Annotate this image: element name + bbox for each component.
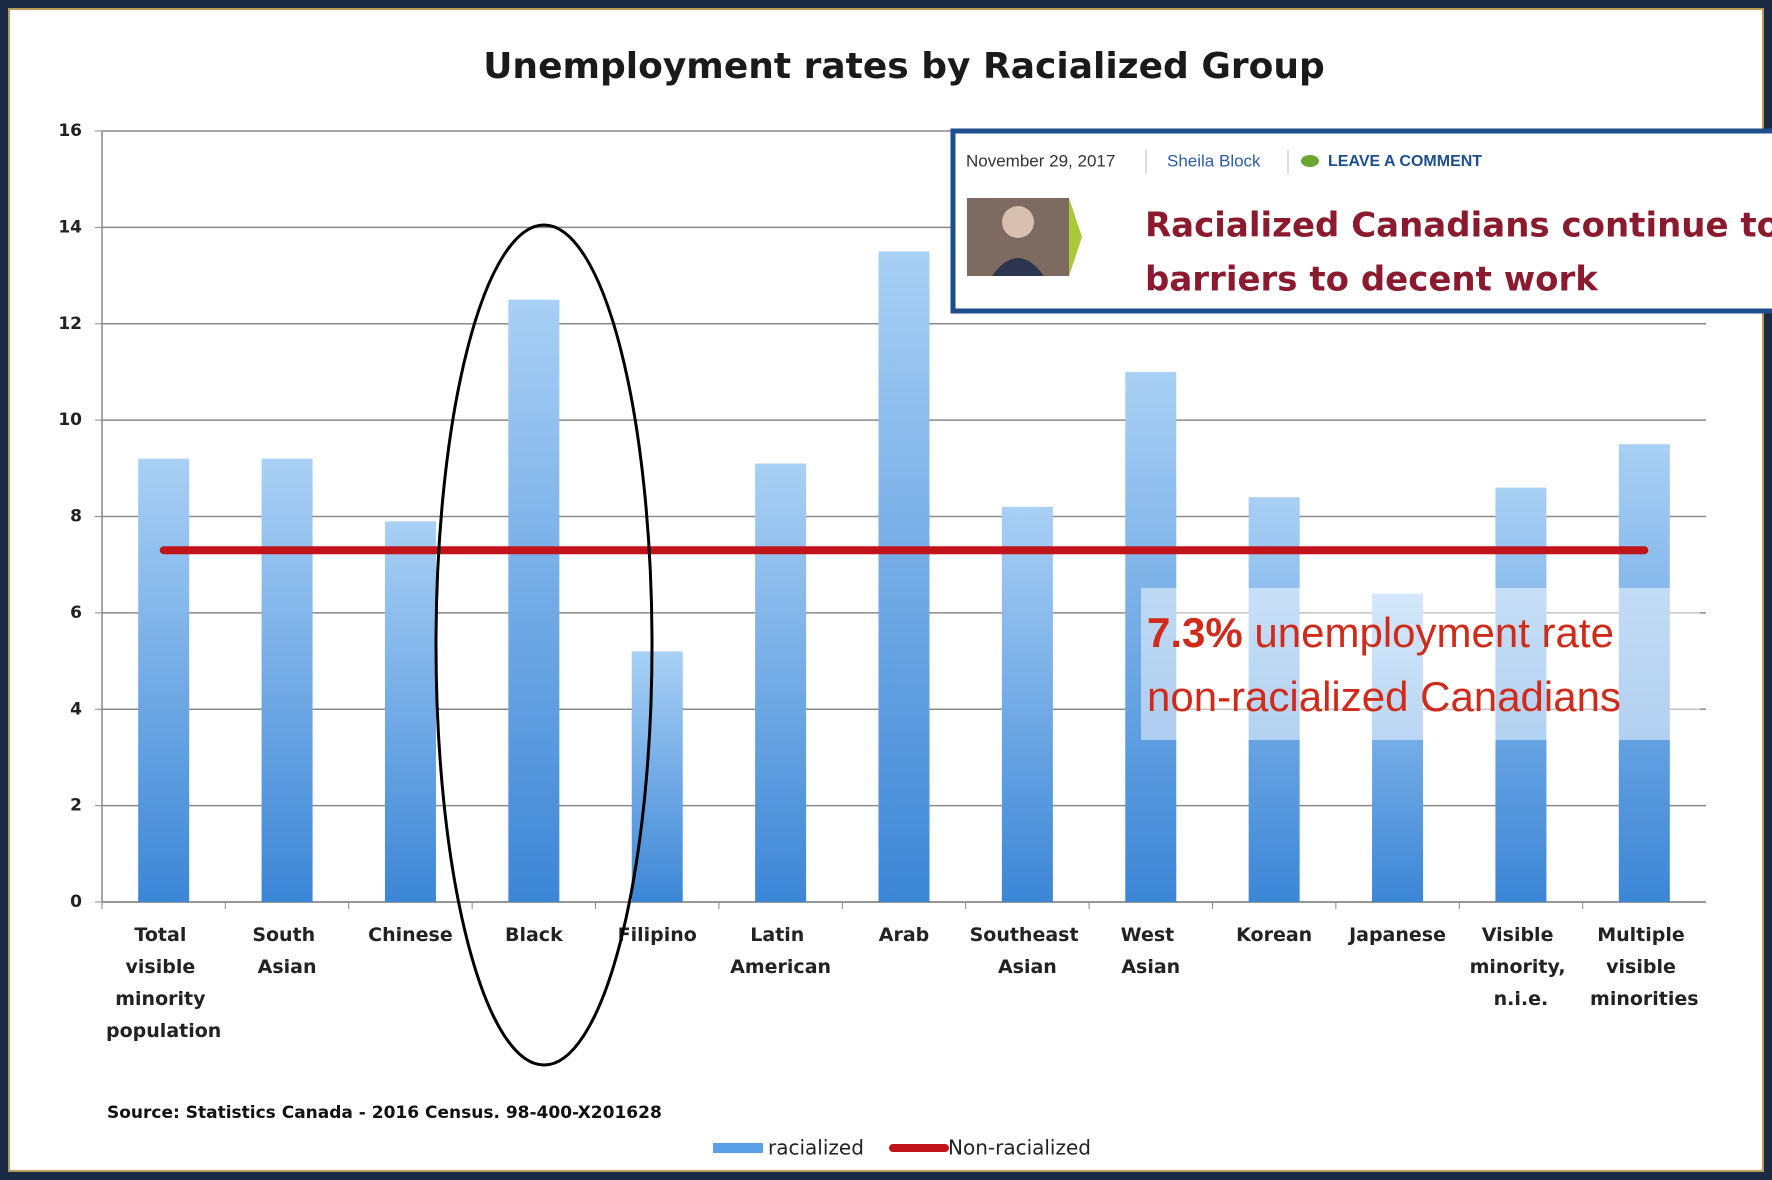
photo-arrow <box>1069 198 1082 276</box>
comment-icon <box>1301 155 1319 167</box>
x-tick-label: Chinese <box>368 924 453 946</box>
label-line: Arab <box>879 924 930 946</box>
y-tick-label: 0 <box>70 892 82 912</box>
legend-label: racialized <box>768 1136 864 1160</box>
annotation-box <box>1141 588 1700 740</box>
bar <box>508 299 560 902</box>
label-line: Total <box>134 924 193 946</box>
label-line: Japanese <box>1347 924 1446 946</box>
bar <box>878 251 930 902</box>
article-headline[interactable]: barriers to decent work <box>1145 260 1599 300</box>
legend-label: Non-racialized <box>948 1136 1091 1160</box>
x-tick-label: Multiple visible minorities <box>1590 924 1699 1010</box>
article-card: November 29, 2017 Sheila Block LEAVE A C… <box>950 128 1772 314</box>
x-tick-label: Arab <box>879 924 930 946</box>
y-tick-label: 12 <box>58 314 82 334</box>
chart-title: Unemployment rates by Racialized Group <box>483 46 1325 87</box>
bar <box>384 521 436 902</box>
label-line: minority, <box>1470 956 1573 978</box>
y-tick-label: 4 <box>70 699 82 719</box>
label-line: minorities <box>1590 988 1699 1010</box>
article-headline[interactable]: Racialized Canadians continue to f <box>1145 206 1772 246</box>
bar <box>138 458 190 902</box>
x-tick-label: West Asian <box>1121 924 1181 978</box>
label-line: Latin <box>750 924 811 946</box>
article-date: November 29, 2017 <box>966 151 1115 170</box>
y-tick-label: 14 <box>58 217 82 237</box>
y-tick-label: 6 <box>70 603 82 623</box>
x-tick-label: Southeast Asian <box>970 924 1086 978</box>
label-line: Filipino <box>618 924 697 946</box>
annotation-text: unemployment rate <box>1254 609 1614 656</box>
x-tick-label: Total visible minority population <box>106 924 221 1042</box>
label-line: Asian <box>1121 956 1180 978</box>
bar <box>755 463 807 902</box>
label-line: West <box>1121 924 1181 946</box>
bar <box>1001 506 1053 902</box>
label-line: Asian <box>258 956 317 978</box>
x-tick-label: Korean <box>1236 924 1312 946</box>
x-tick-label: South Asian <box>252 924 322 978</box>
label-line: Multiple <box>1597 924 1691 946</box>
article-author: Sheila Block <box>1167 151 1261 170</box>
label-line: Asian <box>998 956 1057 978</box>
photo-face <box>1002 206 1034 238</box>
label-line: Black <box>505 924 563 946</box>
annotation-highlight: 7.3% <box>1147 609 1243 656</box>
annotation-text: non-racialized Canadians <box>1147 673 1621 720</box>
label-line: visible <box>1606 956 1682 978</box>
x-tick-label: Black <box>505 924 563 946</box>
x-tick-label: Visible minority, n.i.e. <box>1470 924 1573 1010</box>
bar <box>261 458 313 902</box>
photo-body <box>992 258 1044 276</box>
article-box <box>950 128 1772 314</box>
comment-link[interactable]: LEAVE A COMMENT <box>1328 153 1482 170</box>
annotation: 7.3% unemployment rate <box>1147 609 1614 656</box>
label-line: Korean <box>1236 924 1312 946</box>
label-line: South <box>252 924 322 946</box>
label-line: visible <box>126 956 202 978</box>
bar <box>631 651 683 902</box>
label-line: Chinese <box>368 924 453 946</box>
y-tick-label: 2 <box>70 796 82 816</box>
legend-swatch <box>713 1143 763 1153</box>
label-line: Southeast <box>970 924 1086 946</box>
label-line: minority <box>115 988 212 1010</box>
label-line: n.i.e. <box>1494 988 1549 1010</box>
label-line: Visible <box>1482 924 1560 946</box>
source-note: Source: Statistics Canada - 2016 Census.… <box>107 1103 662 1123</box>
label-line: American <box>730 956 831 978</box>
label-line: population <box>106 1020 221 1042</box>
highlight-ellipse <box>434 223 654 1067</box>
y-tick-label: 16 <box>58 121 82 141</box>
x-tick-label: Filipino <box>618 924 697 946</box>
x-tick-label: Latin American <box>730 924 831 978</box>
y-tick-label: 8 <box>70 507 82 527</box>
y-tick-label: 10 <box>58 410 82 430</box>
x-tick-label: Japanese <box>1347 924 1446 946</box>
